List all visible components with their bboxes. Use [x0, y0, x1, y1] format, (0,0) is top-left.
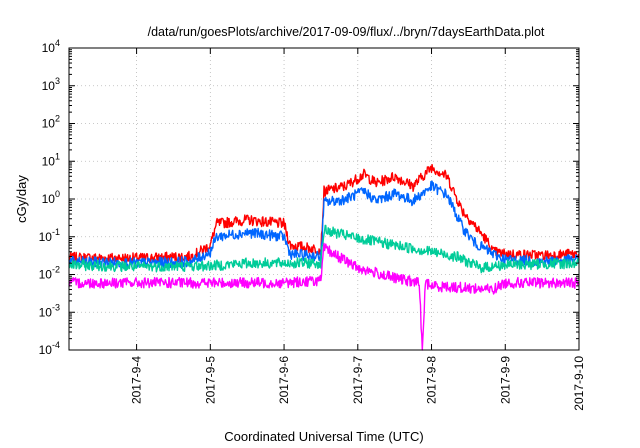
y-tick-base: 10 — [42, 79, 56, 93]
grid-lines — [69, 48, 579, 350]
y-tick-base: 10 — [39, 343, 53, 357]
y-tick-exponent: 0 — [55, 189, 60, 199]
y-tick-exponent: -2 — [52, 265, 60, 275]
y-tick-exponent: 3 — [55, 76, 60, 86]
y-tick-label: 100 — [42, 189, 60, 206]
y-tick-label: 103 — [42, 76, 60, 93]
y-tick-exponent: -4 — [52, 340, 60, 350]
y-tick-label: 10-4 — [39, 340, 60, 357]
series-line — [68, 242, 580, 351]
y-tick-exponent: 1 — [55, 151, 60, 161]
y-tick-label: 10-2 — [39, 265, 60, 282]
x-tick-label: 2017-9-9 — [498, 356, 512, 404]
y-tick-base: 10 — [39, 268, 53, 282]
x-tick-label: 2017-9-7 — [351, 356, 365, 404]
y-tick-base: 10 — [42, 41, 56, 55]
chart-title: /data/run/goesPlots/archive/2017-09-09/f… — [148, 25, 545, 39]
x-tick-labels: 2017-9-4 2017-9-5 2017-9-6 2017-9-7 2017-9-8… — [130, 356, 586, 411]
y-tick-base: 10 — [42, 117, 56, 131]
y-tick-label: 101 — [42, 151, 60, 168]
x-tick-label: 2017-9-5 — [203, 356, 217, 404]
y-tick-label: 102 — [42, 114, 60, 131]
series-line — [68, 224, 580, 274]
series-line — [68, 180, 580, 269]
y-tick-base: 10 — [42, 192, 56, 206]
y-axis-label: cGy/day — [14, 175, 29, 223]
y-tick-label: 104 — [42, 38, 60, 55]
y-tick-label: 10-1 — [39, 227, 60, 244]
axis-ticks — [69, 47, 580, 351]
y-tick-exponent: 4 — [55, 38, 60, 48]
x-tick-label: 2017-9-6 — [277, 356, 291, 404]
y-tick-base: 10 — [39, 230, 53, 244]
y-tick-exponent: -3 — [52, 302, 60, 312]
y-tick-base: 10 — [39, 305, 53, 319]
x-tick-label: 2017-9-10 — [572, 356, 586, 411]
x-tick-label: 2017-9-8 — [425, 356, 439, 404]
y-tick-base: 10 — [42, 154, 56, 168]
y-tick-label: 10-3 — [39, 302, 60, 319]
x-axis-label: Coordinated Universal Time (UTC) — [224, 429, 423, 444]
y-tick-exponent: -1 — [52, 227, 60, 237]
data-series — [68, 164, 580, 351]
x-tick-label: 2017-9-4 — [130, 356, 144, 404]
y-tick-exponent: 2 — [55, 114, 60, 124]
